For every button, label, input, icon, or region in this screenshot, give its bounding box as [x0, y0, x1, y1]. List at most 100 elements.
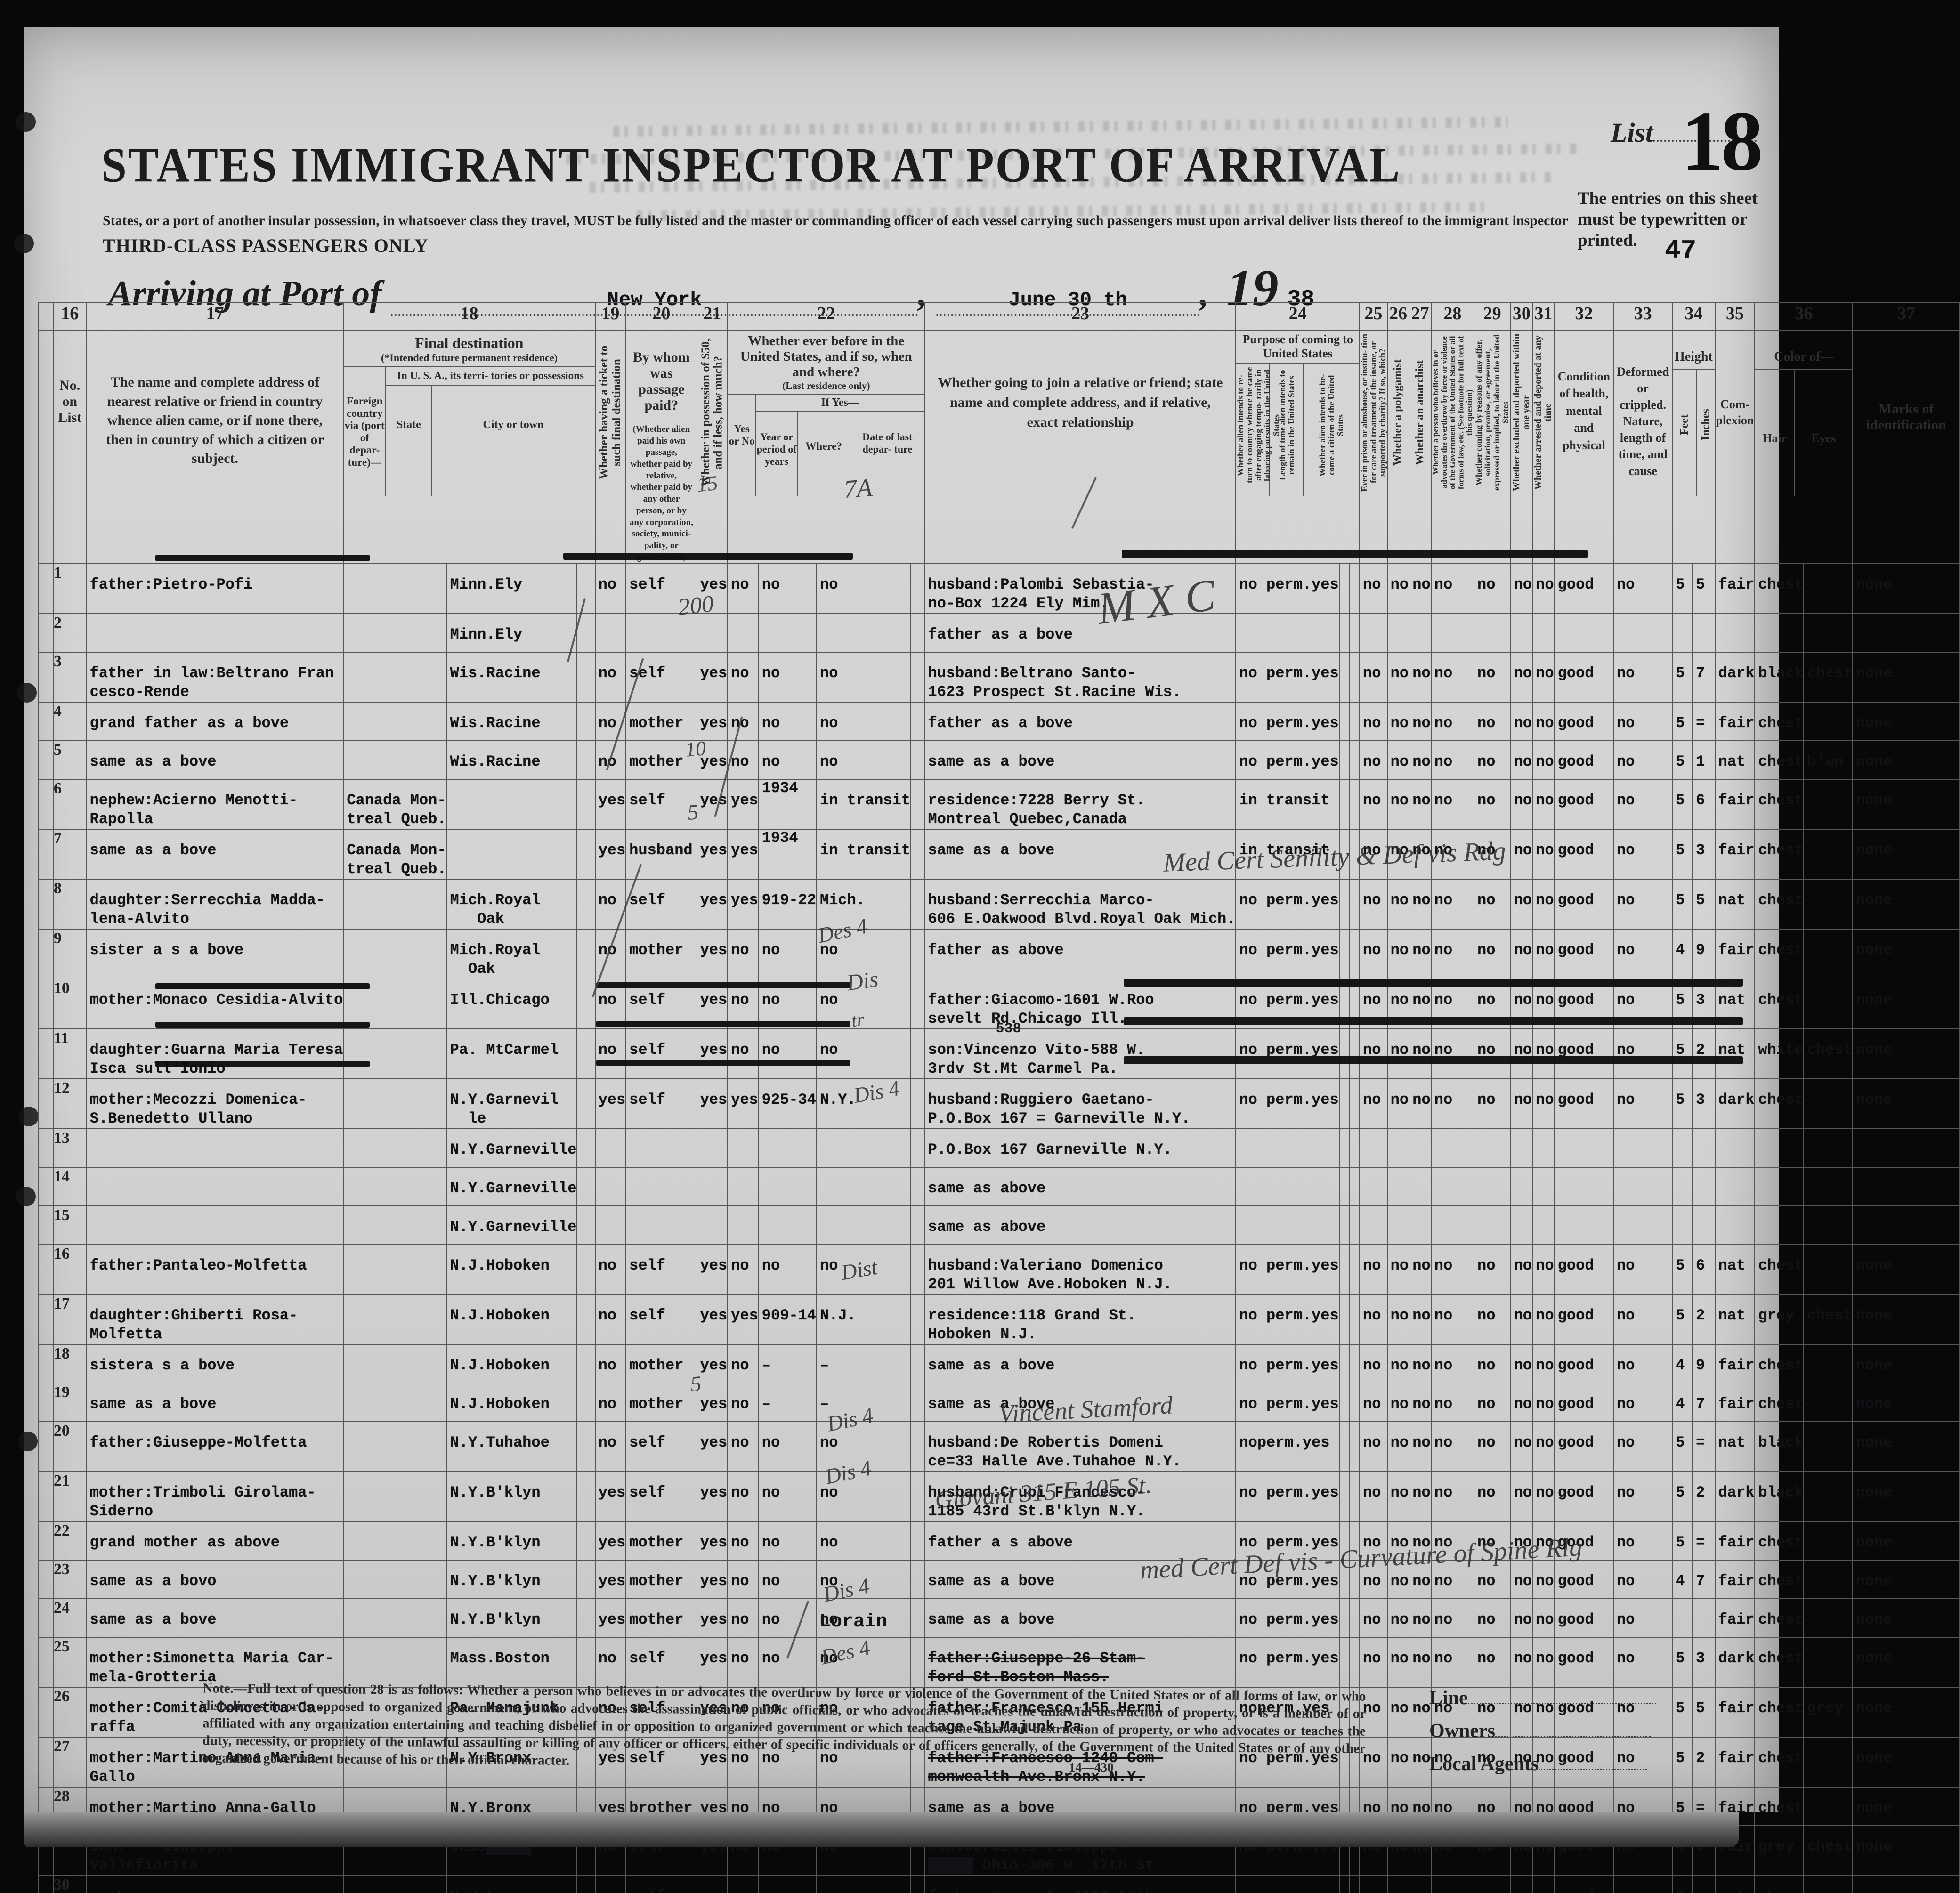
cell-q26: no: [1386, 652, 1410, 703]
cell-b4: [910, 1078, 925, 1130]
cell-q26: no: [1386, 1637, 1410, 1688]
margin-col: [38, 329, 54, 565]
entries-note: The entries on this sheet must be typewr…: [1578, 189, 1758, 250]
cell-d29: no: [1474, 1383, 1511, 1423]
cell-mg: [38, 1167, 54, 1207]
cell-f: yes: [696, 1687, 729, 1738]
cell-b3: no: [816, 1028, 912, 1080]
cell-destF: [343, 1244, 447, 1295]
cell-dc: [1612, 1167, 1673, 1207]
cell-d30: [1510, 1205, 1533, 1246]
cell-dest: Minn.Ely: [446, 563, 578, 615]
cell-destF: [343, 1737, 447, 1788]
cell-f: yes: [696, 879, 729, 930]
cell-d31: no: [1532, 1471, 1555, 1522]
cell-p1: no perm.yes: [1235, 1028, 1340, 1080]
cell-d30: no: [1510, 829, 1533, 880]
bleed-through: [613, 117, 1508, 137]
cell-q26: no: [1386, 879, 1410, 930]
cell-q26: no: [1386, 1421, 1410, 1472]
cell-q25: no: [1359, 1737, 1388, 1788]
cell-d29: no: [1474, 1078, 1511, 1130]
cell-f: yes: [696, 1471, 729, 1522]
cell-dest: N.Y.Garnevil le: [446, 1078, 578, 1130]
cell-f: yes: [696, 1421, 729, 1472]
cell-p1: no perm.yes: [1235, 652, 1340, 703]
cell-ey: chest: [1803, 1294, 1854, 1345]
cell-f: yes: [696, 702, 729, 742]
cell-b2: no: [758, 740, 818, 780]
cell-q26: [1386, 1167, 1410, 1207]
header-arrested-deported: Whether arrested and deported at any tim…: [1532, 329, 1555, 565]
cell-b4: [910, 1471, 925, 1522]
cell-d29: no: [1474, 1598, 1511, 1638]
cell-q28: no: [1430, 1560, 1475, 1600]
cell-q26: no: [1386, 740, 1410, 780]
cell-ey: [1803, 1167, 1854, 1207]
manifest-row-6: 6 nephew:Acierno Menotti- Rapolla Canada M…: [38, 779, 1960, 830]
cell-p1: noperm.yes: [1235, 1687, 1340, 1738]
cell-p1: no perm.yes: [1235, 1521, 1340, 1561]
cell-name: [86, 1167, 344, 1207]
cell-in: [1692, 1598, 1716, 1638]
cell-b1: yes: [727, 1294, 759, 1345]
cell-dc: no: [1612, 829, 1673, 880]
cell-q28: no: [1430, 1598, 1475, 1638]
cell-mk: none: [1852, 652, 1960, 703]
cell-city: [576, 1737, 596, 1788]
cell-q25: no: [1359, 1875, 1388, 1893]
cell-n: 11: [52, 1028, 87, 1080]
cell-q25: no: [1359, 1687, 1388, 1738]
ink-bar: [1122, 550, 1588, 558]
cell-dc: no: [1612, 879, 1673, 930]
cell-b2: no: [758, 929, 818, 980]
cell-q28: no: [1430, 563, 1475, 615]
cell-q28: [1430, 1167, 1475, 1207]
manifest-row-12: 12 mother:Mecozzi Domenica- S.Benedetto U…: [38, 1078, 1960, 1130]
cell-p1: no perm.yes: [1235, 1078, 1340, 1130]
cell-p3: [1349, 1421, 1360, 1472]
cell-name: father in law:Beltrano Fran cesco-Rende: [86, 652, 344, 703]
cell-q25: [1359, 613, 1388, 653]
cell-mg: [38, 1205, 54, 1246]
cell-ey: [1803, 1737, 1854, 1788]
cell-p2: [1338, 652, 1350, 703]
cell-q28: no: [1430, 1637, 1475, 1688]
manifest-row-2: 2 Minn.Ely father as a bove: [38, 613, 1960, 653]
cell-hr: grey: [1754, 1294, 1805, 1345]
cell-b1: no: [727, 1471, 759, 1522]
cell-dc: no: [1612, 740, 1673, 780]
manifest-row-3: 3 father in law:Beltrano Fran cesco-Rende…: [38, 652, 1960, 703]
cell-hp: good: [1554, 1875, 1614, 1893]
cell-q27: no: [1409, 1637, 1432, 1688]
cell-p2: [1338, 1383, 1350, 1423]
cell-pd: mother: [625, 1560, 697, 1600]
cell-in: 2: [1692, 1471, 1716, 1522]
cell-b2: no: [758, 1421, 818, 1472]
cell-pd: [625, 1128, 697, 1168]
cell-q25: no: [1359, 1637, 1388, 1688]
cell-ft: [1672, 1167, 1693, 1207]
cell-n: 12: [52, 1078, 87, 1130]
cell-ft: 5: [1672, 1687, 1693, 1738]
cell-ft: 5: [1672, 1521, 1693, 1561]
manifest-row-27: 27 mother:Martino Anna Maria- Gallo N.Y.Br…: [38, 1737, 1960, 1788]
cell-in: 5: [1692, 563, 1716, 615]
cell-hp: good: [1554, 1344, 1614, 1384]
handwriting-annotation: 5: [686, 800, 700, 825]
cell-destF: [343, 1471, 447, 1522]
cell-ft: [1672, 613, 1693, 653]
cell-cx: [1714, 1128, 1756, 1168]
cell-city: [576, 563, 596, 615]
cell-city: [576, 1687, 596, 1738]
col-30: 30: [1510, 302, 1533, 331]
cell-name: grand mother as above: [86, 1521, 344, 1561]
punch-hole: [17, 683, 37, 703]
cell-b2: 1934: [758, 829, 818, 880]
cell-f: [696, 1128, 729, 1168]
cell-q25: no: [1359, 1294, 1388, 1345]
cell-p2: [1338, 1078, 1350, 1130]
cell-dest: N.Y.Garneville: [446, 1128, 578, 1168]
cell-hr: chest: [1754, 563, 1805, 615]
cell-b2: 925-34: [758, 1078, 818, 1130]
